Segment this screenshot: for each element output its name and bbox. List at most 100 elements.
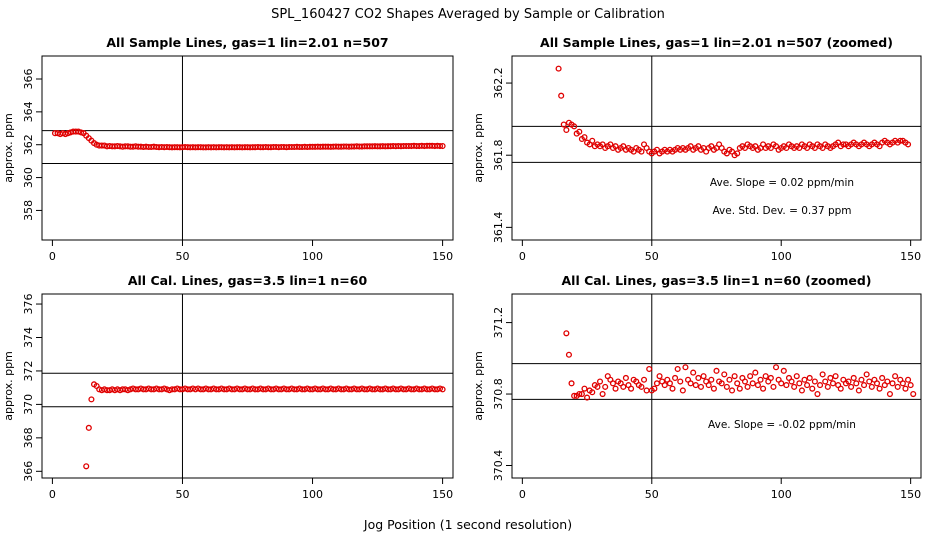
data-point bbox=[752, 369, 759, 376]
data-point bbox=[672, 374, 679, 382]
data-point bbox=[734, 150, 741, 157]
x-tick-label: 150 bbox=[900, 250, 921, 263]
data-point bbox=[661, 382, 668, 389]
data-point bbox=[744, 383, 751, 390]
figure-x-axis-label: Jog Position (1 second resolution) bbox=[363, 517, 572, 532]
data-point bbox=[767, 374, 774, 382]
data-point bbox=[757, 376, 764, 383]
data-point bbox=[640, 376, 648, 383]
x-tick-label: 50 bbox=[645, 250, 659, 263]
data-point bbox=[682, 364, 689, 371]
data-point bbox=[907, 382, 914, 389]
data-point bbox=[876, 385, 883, 392]
panel-title: All Sample Lines, gas=1 lin=2.01 n=507 (… bbox=[540, 35, 893, 50]
data-point bbox=[596, 378, 604, 385]
data-point bbox=[894, 383, 901, 390]
x-tick-label: 150 bbox=[432, 488, 453, 501]
x-tick-label: 0 bbox=[519, 250, 526, 263]
data-point bbox=[669, 385, 676, 392]
data-point bbox=[674, 365, 681, 373]
data-points bbox=[83, 381, 446, 470]
y-axis-label: approx. ppm bbox=[2, 113, 15, 183]
figure-title: SPL_160427 CO2 Shapes Averaged by Sample… bbox=[271, 7, 665, 22]
data-point bbox=[868, 383, 875, 390]
data-point bbox=[905, 141, 912, 148]
data-point bbox=[571, 123, 578, 130]
x-tick-label: 150 bbox=[432, 250, 453, 263]
data-point bbox=[899, 380, 906, 387]
data-point bbox=[780, 367, 787, 374]
data-point bbox=[858, 376, 865, 383]
y-tick-label: 376 bbox=[22, 294, 35, 315]
data-point bbox=[85, 424, 92, 431]
data-point bbox=[749, 380, 756, 387]
data-point bbox=[884, 378, 891, 385]
data-point bbox=[679, 387, 686, 394]
data-point bbox=[816, 382, 824, 389]
data-point bbox=[796, 380, 803, 387]
data-point bbox=[568, 380, 575, 387]
y-tick-label: 361.4 bbox=[492, 212, 505, 244]
data-point bbox=[866, 378, 873, 385]
data-point bbox=[772, 364, 780, 371]
data-points bbox=[555, 65, 912, 159]
data-point bbox=[741, 378, 749, 385]
panel-title: All Sample Lines, gas=1 lin=2.01 n=507 bbox=[106, 35, 388, 50]
data-points bbox=[563, 330, 917, 401]
data-point bbox=[609, 380, 617, 387]
y-tick-label: 361.8 bbox=[492, 139, 505, 171]
x-tick-label: 50 bbox=[175, 250, 189, 263]
x-tick-label: 50 bbox=[175, 488, 189, 501]
data-point bbox=[677, 378, 684, 385]
data-point bbox=[628, 385, 635, 392]
data-point bbox=[602, 383, 609, 390]
data-point bbox=[873, 380, 881, 387]
chart-panel-2: All Sample Lines, gas=1 lin=2.01 n=507 (… bbox=[472, 35, 922, 263]
data-point bbox=[83, 463, 90, 470]
data-point bbox=[88, 396, 95, 403]
x-tick-label: 0 bbox=[49, 250, 56, 263]
data-point bbox=[778, 380, 785, 387]
x-tick-label: 100 bbox=[771, 250, 792, 263]
data-point bbox=[436, 142, 444, 150]
data-point bbox=[612, 385, 619, 392]
data-point bbox=[708, 376, 715, 383]
data-point bbox=[819, 371, 826, 378]
y-tick-label: 366 bbox=[22, 69, 35, 90]
data-point bbox=[886, 390, 893, 398]
data-point bbox=[801, 376, 808, 383]
y-tick-label: 374 bbox=[22, 327, 35, 348]
x-tick-label: 100 bbox=[302, 250, 323, 263]
data-point bbox=[822, 378, 829, 385]
y-tick-label: 372 bbox=[22, 360, 35, 381]
data-point bbox=[827, 374, 834, 382]
data-point bbox=[728, 387, 736, 394]
y-axis-label: approx. ppm bbox=[2, 351, 15, 421]
y-tick-label: 362.2 bbox=[492, 67, 505, 99]
data-point bbox=[863, 371, 870, 378]
data-point bbox=[666, 380, 673, 387]
data-point bbox=[718, 380, 725, 387]
chart-panel-3: All Cal. Lines, gas=3.5 lin=1 n=60 0 50 100… bbox=[2, 273, 454, 501]
slope-annotation: Ave. Std. Dev. = 0.37 ppm bbox=[712, 205, 851, 217]
y-tick-label: 364 bbox=[22, 101, 35, 122]
plot-frame bbox=[511, 293, 922, 479]
data-point bbox=[638, 383, 645, 390]
data-point bbox=[723, 383, 730, 390]
plot-frame bbox=[41, 55, 454, 241]
slope-annotation: Ave. Slope = 0.02 ppm/min bbox=[710, 177, 854, 189]
panels: All Sample Lines, gas=1 lin=2.01 n=507 0 5… bbox=[2, 35, 922, 501]
data-point bbox=[734, 380, 741, 387]
x-tick-label: 0 bbox=[49, 488, 56, 501]
y-axis-label: approx. ppm bbox=[472, 351, 485, 421]
data-point bbox=[829, 380, 837, 387]
data-point bbox=[697, 383, 705, 390]
data-point bbox=[656, 373, 663, 380]
y-tick-label: 366 bbox=[22, 461, 35, 482]
x-tick-label: 50 bbox=[645, 488, 659, 501]
data-point bbox=[692, 382, 699, 389]
data-point bbox=[809, 385, 816, 392]
data-point bbox=[788, 378, 795, 385]
data-point bbox=[581, 134, 588, 141]
data-point bbox=[563, 126, 570, 134]
